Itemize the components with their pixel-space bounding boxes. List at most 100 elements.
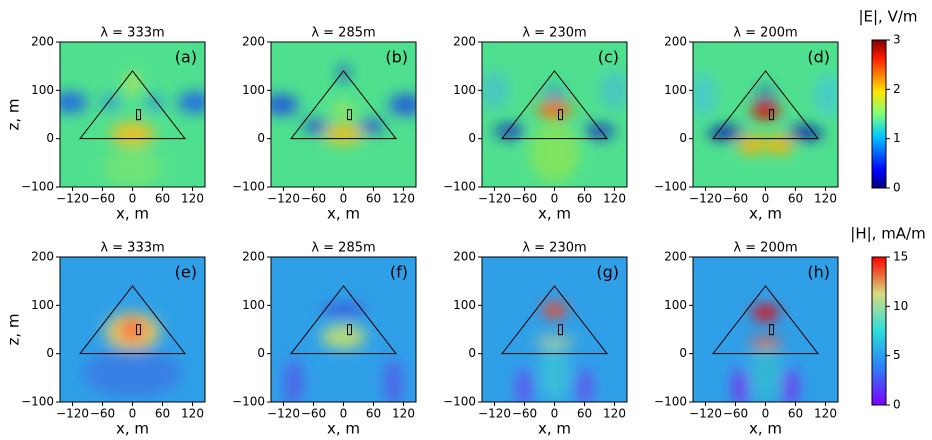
x-tick-label: 120: [814, 407, 837, 421]
field-blob: [82, 348, 183, 398]
panel: −120 −60 0 60 120 −100 0 100 200 λ = 230m (c) x, m: [443, 26, 628, 223]
chamber: [136, 109, 141, 121]
panel: −120 −60 0 60 120 −100 0 100 200 λ = 285m (b) x, m: [232, 26, 417, 223]
field-blob: [358, 119, 384, 134]
field-blob: [126, 71, 139, 96]
heatmap: [693, 42, 838, 187]
x-tick-label: −60: [723, 192, 748, 206]
pyramid-outline: [500, 70, 609, 140]
panel-title: λ = 230m: [522, 241, 586, 256]
x-tick-label: −120: [56, 407, 89, 421]
field-blob: [708, 126, 743, 140]
colorbar-title: |H|, mA/m: [850, 225, 925, 243]
chamber: [558, 109, 563, 121]
panel-label: (g): [596, 263, 619, 282]
x-tick-label: 120: [814, 192, 837, 206]
x-tick-label: 60: [577, 407, 592, 421]
field-blob: [737, 134, 766, 155]
chamber: [347, 109, 352, 121]
pyramid-outline: [711, 285, 820, 355]
y-tick-label: 100: [453, 83, 476, 97]
y-tick-label: 200: [664, 250, 687, 264]
y-tick-label: 100: [453, 298, 476, 312]
y-tick-label: 0: [679, 346, 687, 360]
panel: −120 −60 0 60 120 −100 0 100 200 λ = 200m (h) x, m: [654, 241, 839, 438]
field-blob: [751, 304, 780, 321]
x-tick-label: 0: [340, 192, 348, 206]
chamber: [347, 324, 352, 336]
field-blob: [321, 303, 366, 317]
y-tick-label: 100: [31, 298, 54, 312]
colorbar-tick-label: 1: [893, 131, 901, 145]
field-blob: [102, 148, 163, 187]
y-tick-label: 0: [46, 131, 54, 145]
panel-label: (b): [385, 48, 408, 67]
panel-title: λ = 333m: [100, 241, 164, 256]
panel-label: (e): [175, 263, 197, 282]
x-tick-label: 120: [392, 407, 415, 421]
x-tick-label: −120: [56, 192, 89, 206]
heatmap-field: [271, 63, 416, 145]
x-tick-label: −60: [301, 407, 326, 421]
colorbar-tick-label: 2: [893, 82, 901, 96]
field-blob: [383, 358, 404, 402]
y-tick-label: −100: [21, 395, 54, 409]
panel: −120 −60 0 60 120 −100 0 100 200 λ = 200m (d) x, m: [654, 26, 839, 223]
field-blob: [584, 124, 615, 139]
x-tick-label: 120: [181, 192, 204, 206]
field-blob: [283, 358, 304, 402]
panel: −120 −60 0 60 120 −100 0 100 200 λ = 333m (a) x, m z…: [5, 26, 206, 223]
y-tick-label: 100: [242, 298, 265, 312]
x-tick-label: 60: [366, 192, 381, 206]
panel-title: λ = 333m: [100, 26, 164, 41]
field-blob: [388, 94, 416, 116]
x-tick-label: 120: [181, 407, 204, 421]
x-tick-label: −120: [478, 407, 511, 421]
y-axis-label: z, m: [5, 98, 23, 130]
heatmap-field: [283, 303, 404, 402]
y-tick-label: −100: [232, 395, 265, 409]
colorbar-tick-label: 5: [893, 348, 901, 362]
x-axis-label: x, m: [116, 420, 149, 438]
x-axis-label: x, m: [749, 420, 782, 438]
colorbar-title: |E|, V/m: [858, 8, 917, 26]
x-tick-label: −60: [301, 192, 326, 206]
pyramid-outline: [78, 285, 187, 355]
panel-title: λ = 285m: [311, 241, 375, 256]
y-tick-label: 200: [664, 35, 687, 49]
y-tick-label: −100: [443, 180, 476, 194]
field-blob: [534, 336, 575, 347]
heatmap: [271, 42, 416, 187]
field-blob: [765, 134, 794, 155]
field-blob: [332, 102, 355, 117]
field-blob: [788, 126, 823, 140]
x-tick-label: 0: [762, 192, 770, 206]
pyramid-outline: [289, 70, 398, 140]
field-blob: [338, 63, 349, 84]
x-tick-label: 120: [392, 192, 415, 206]
panel-label: (c): [598, 48, 619, 67]
x-tick-label: 0: [551, 192, 559, 206]
colorbar-tick-label: 10: [893, 299, 908, 313]
x-tick-label: 0: [762, 407, 770, 421]
x-tick-label: 0: [551, 407, 559, 421]
colorbar: 0 1 2 3 |E|, V/m: [858, 8, 917, 195]
heatmap-field: [693, 73, 838, 155]
x-tick-label: −60: [512, 407, 537, 421]
x-tick-label: −120: [689, 407, 722, 421]
panel-title: λ = 285m: [311, 26, 375, 41]
x-axis-label: x, m: [327, 420, 360, 438]
panel: −120 −60 0 60 120 −100 0 100 200 λ = 285m (f) x, m: [232, 241, 417, 438]
x-axis-label: x, m: [327, 205, 360, 223]
field-blob: [303, 119, 329, 134]
panel-title: λ = 230m: [522, 26, 586, 41]
pyramid-outline: [78, 70, 187, 140]
pyramid-outline: [711, 70, 820, 140]
chamber: [769, 324, 774, 336]
field-blob: [101, 95, 119, 110]
field-blob: [146, 95, 164, 110]
x-axis-label: x, m: [538, 420, 571, 438]
panel-label: (a): [175, 48, 197, 67]
heatmap-field: [515, 302, 594, 402]
